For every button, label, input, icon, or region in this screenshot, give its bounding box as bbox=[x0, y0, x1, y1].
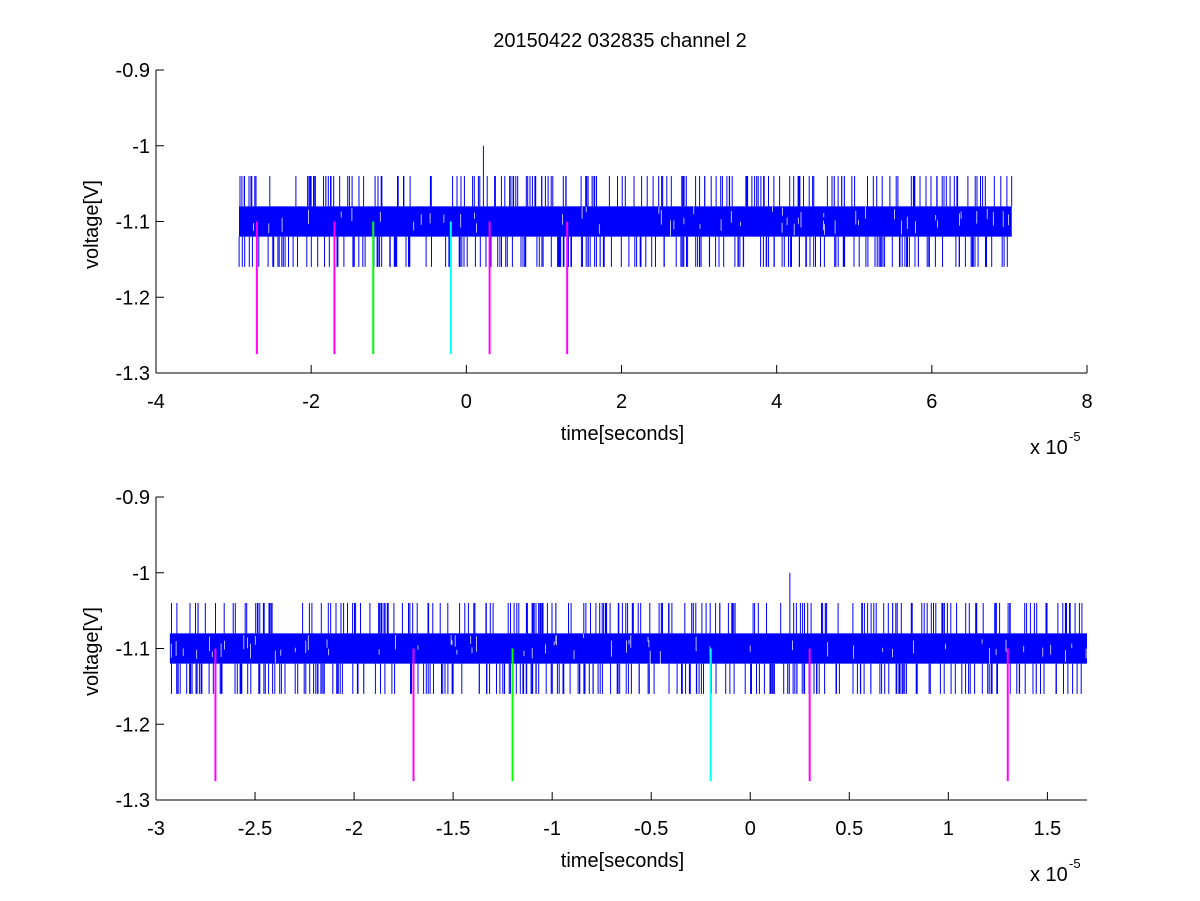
top-x-axis-label: time[seconds] bbox=[561, 423, 684, 445]
bottom-x-tick-label: 0 bbox=[745, 818, 756, 840]
bottom-y-tick-label: -0.9 bbox=[116, 487, 150, 509]
top-x-multiplier-exponent: -5 bbox=[1069, 429, 1081, 444]
bottom-signal-spikes bbox=[171, 603, 1083, 694]
top-y-axis-label: voltage[V] bbox=[81, 180, 103, 269]
bottom-x-tick-label: 1.5 bbox=[1033, 818, 1061, 840]
bottom-x-tick-label: -2 bbox=[345, 818, 363, 840]
top-x-tick-label: -2 bbox=[302, 391, 320, 413]
top-signal-series bbox=[238, 145, 1013, 267]
bottom-x-tick-label: 1 bbox=[943, 818, 954, 840]
top-x-multiplier-label: x 10 bbox=[1030, 437, 1068, 459]
bottom-x-tick-label: -2.5 bbox=[238, 818, 272, 840]
figure-title: 20150422 032835 channel 2 bbox=[493, 30, 747, 52]
bottom-y-tick-label: -1 bbox=[132, 563, 150, 585]
top-signal-band bbox=[239, 206, 1012, 237]
bottom-x-tick-label: -0.5 bbox=[634, 818, 668, 840]
bottom-y-axis-label: voltage[V] bbox=[81, 607, 103, 696]
top-y-tick-label: -1.1 bbox=[116, 212, 150, 234]
top-x-tick-label: 2 bbox=[616, 391, 627, 413]
bottom-y-tick-label: -1.2 bbox=[116, 714, 150, 736]
bottom-x-tick-label: -3 bbox=[147, 818, 165, 840]
top-y-tick-label: -0.9 bbox=[116, 60, 150, 82]
top-y-tick-label: -1.2 bbox=[116, 287, 150, 309]
top-y-tick-label: -1.3 bbox=[116, 363, 150, 385]
top-subplot: -4 -2 0 2 4 6 8 -0.9 -1 -1.1 -1.2 -1.3 time[seconds]… bbox=[81, 60, 1093, 459]
bottom-x-tick-label: 0.5 bbox=[835, 818, 863, 840]
bottom-x-axis-label: time[seconds] bbox=[561, 850, 684, 872]
bottom-signal-series bbox=[169, 572, 1087, 694]
top-x-tick-label: 4 bbox=[771, 391, 782, 413]
bottom-x-multiplier-label: x 10 bbox=[1030, 864, 1068, 886]
top-x-tick-label: 0 bbox=[461, 391, 472, 413]
top-x-tick-label: -4 bbox=[147, 391, 165, 413]
bottom-x-tick-label: -1.5 bbox=[436, 818, 470, 840]
bottom-x-tick-label: -1 bbox=[543, 818, 561, 840]
top-y-tick-label: -1 bbox=[132, 136, 150, 158]
bottom-y-tick-label: -1.1 bbox=[116, 639, 150, 661]
top-signal-gaps bbox=[253, 206, 1009, 237]
top-x-tick-label: 6 bbox=[926, 391, 937, 413]
bottom-x-multiplier-exponent: -5 bbox=[1069, 856, 1081, 871]
top-x-tick-label: 8 bbox=[1081, 391, 1092, 413]
bottom-signal-band bbox=[169, 633, 1087, 664]
bottom-signal-gaps bbox=[170, 633, 1087, 667]
bottom-y-tick-label: -1.3 bbox=[116, 790, 150, 812]
bottom-subplot: -3 -2.5 -2 -1.5 -1 -0.5 0 0.5 1 1.5 -0.9 -1 -1.1 -1.2… bbox=[81, 487, 1087, 886]
